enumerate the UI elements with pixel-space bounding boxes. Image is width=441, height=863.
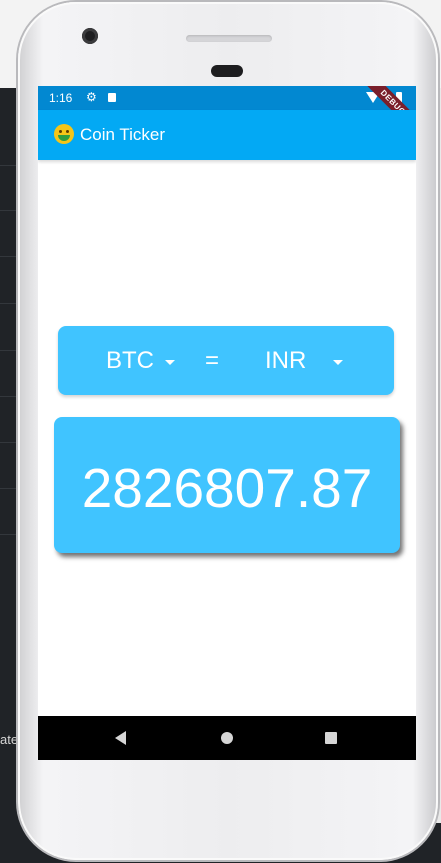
status-time: 1:16 — [49, 91, 72, 105]
rate-card: 2826807.87 — [54, 417, 400, 553]
settings-icon: ⚙ — [86, 90, 97, 104]
home-icon[interactable] — [221, 732, 233, 744]
app-title: Coin Ticker — [80, 125, 165, 145]
money-mouth-face-icon — [54, 124, 74, 144]
status-bar: 1:16 ⚙ — [38, 86, 416, 110]
sd-card-icon — [108, 93, 116, 102]
proximity-sensor — [211, 65, 243, 77]
to-currency-dropdown[interactable]: INR — [265, 347, 306, 375]
front-camera — [82, 28, 98, 44]
app-screen: 1:16 ⚙ DEBUG Coin Ticker BTC = INR 28268… — [38, 86, 416, 760]
chevron-down-icon[interactable] — [165, 360, 175, 365]
phone-frame: 1:16 ⚙ DEBUG Coin Ticker BTC = INR 28268… — [18, 2, 438, 860]
exchange-rate-value: 2826807.87 — [54, 456, 400, 520]
chevron-down-icon[interactable] — [333, 360, 343, 365]
background-text: ate — [0, 732, 18, 747]
back-icon[interactable] — [115, 731, 126, 745]
currency-selector-card: BTC = INR — [58, 326, 394, 395]
earpiece-speaker — [186, 35, 272, 42]
equals-sign: = — [205, 347, 219, 375]
from-currency-dropdown[interactable]: BTC — [106, 347, 154, 375]
app-bar: Coin Ticker — [38, 110, 416, 160]
recents-icon[interactable] — [325, 732, 337, 744]
android-nav-bar — [38, 716, 416, 760]
